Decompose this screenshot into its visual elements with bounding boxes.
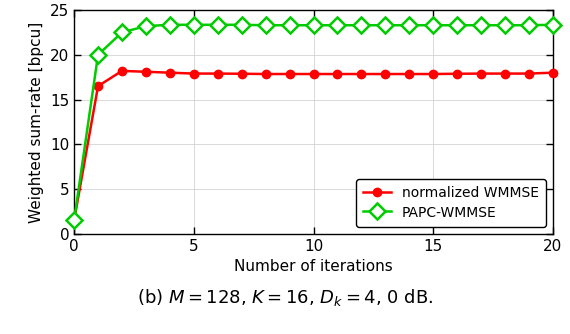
normalized WMMSE bbox=[502, 71, 508, 75]
PAPC-WMMSE bbox=[71, 218, 78, 222]
normalized WMMSE bbox=[142, 70, 149, 74]
PAPC-WMMSE bbox=[549, 23, 556, 27]
normalized WMMSE bbox=[406, 72, 413, 76]
PAPC-WMMSE bbox=[358, 23, 365, 27]
normalized WMMSE bbox=[166, 71, 173, 75]
PAPC-WMMSE bbox=[382, 23, 389, 27]
normalized WMMSE bbox=[262, 72, 269, 76]
PAPC-WMMSE bbox=[119, 30, 125, 34]
PAPC-WMMSE bbox=[334, 23, 341, 27]
PAPC-WMMSE bbox=[238, 23, 245, 27]
PAPC-WMMSE bbox=[478, 23, 484, 27]
PAPC-WMMSE bbox=[286, 23, 293, 27]
Y-axis label: Weighted sum-rate [bpcu]: Weighted sum-rate [bpcu] bbox=[30, 21, 44, 222]
PAPC-WMMSE bbox=[142, 24, 149, 28]
Text: (b) $M = 128$, $K = 16$, $D_k = 4$, 0 dB.: (b) $M = 128$, $K = 16$, $D_k = 4$, 0 dB… bbox=[137, 287, 433, 308]
normalized WMMSE bbox=[549, 71, 556, 75]
normalized WMMSE bbox=[214, 71, 221, 75]
PAPC-WMMSE bbox=[214, 23, 221, 27]
Line: PAPC-WMMSE: PAPC-WMMSE bbox=[68, 19, 559, 226]
normalized WMMSE bbox=[526, 71, 532, 75]
normalized WMMSE bbox=[430, 72, 437, 76]
PAPC-WMMSE bbox=[95, 53, 101, 57]
normalized WMMSE bbox=[238, 72, 245, 76]
Legend: normalized WMMSE, PAPC-WMMSE: normalized WMMSE, PAPC-WMMSE bbox=[356, 179, 546, 227]
PAPC-WMMSE bbox=[454, 23, 461, 27]
normalized WMMSE bbox=[119, 69, 125, 73]
normalized WMMSE bbox=[71, 218, 78, 222]
PAPC-WMMSE bbox=[406, 23, 413, 27]
normalized WMMSE bbox=[334, 72, 341, 76]
normalized WMMSE bbox=[478, 71, 484, 75]
normalized WMMSE bbox=[310, 72, 317, 76]
PAPC-WMMSE bbox=[526, 23, 532, 27]
normalized WMMSE bbox=[190, 71, 197, 75]
normalized WMMSE bbox=[286, 72, 293, 76]
Line: normalized WMMSE: normalized WMMSE bbox=[70, 67, 557, 224]
PAPC-WMMSE bbox=[502, 23, 508, 27]
normalized WMMSE bbox=[95, 84, 101, 88]
normalized WMMSE bbox=[358, 72, 365, 76]
PAPC-WMMSE bbox=[190, 23, 197, 27]
X-axis label: Number of iterations: Number of iterations bbox=[234, 259, 393, 274]
PAPC-WMMSE bbox=[430, 23, 437, 27]
PAPC-WMMSE bbox=[166, 23, 173, 27]
PAPC-WMMSE bbox=[262, 23, 269, 27]
normalized WMMSE bbox=[454, 72, 461, 76]
PAPC-WMMSE bbox=[310, 23, 317, 27]
normalized WMMSE bbox=[382, 72, 389, 76]
